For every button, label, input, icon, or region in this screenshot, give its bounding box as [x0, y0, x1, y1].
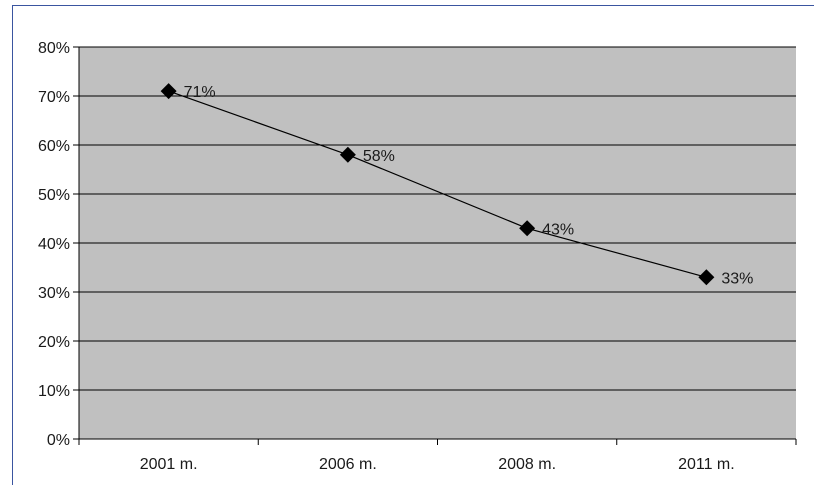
data-label: 33% [721, 270, 753, 287]
gridlines [79, 46, 796, 391]
data-point-diamond [160, 83, 177, 100]
data-point-diamond [519, 220, 536, 237]
data-label: 71% [184, 84, 216, 101]
y-axis-tick-label: 10% [38, 383, 70, 400]
chart-frame-left-border [12, 5, 13, 485]
y-axis-tick-label: 30% [38, 285, 70, 302]
data-labels: 71% 58% 43% 33% [184, 84, 754, 287]
y-axis-tick-label: 60% [38, 138, 70, 155]
y-axis-tick-label: 20% [38, 334, 70, 351]
data-label: 58% [363, 148, 395, 165]
chart-frame-top-border [12, 5, 814, 6]
y-axis-tick-label: 80% [38, 40, 70, 57]
y-axis-tick-labels: 0% 10% 20% 30% 40% 50% 60% 70% 80% [38, 40, 70, 449]
data-point-diamond [339, 146, 356, 163]
y-axis-tick-label: 0% [47, 432, 70, 449]
y-axis-tick-label: 70% [38, 89, 70, 106]
x-axis-tick-label: 2008 m. [498, 456, 556, 473]
data-point-diamond [698, 269, 715, 286]
y-axis-tick-label: 50% [38, 187, 70, 204]
series-layer [160, 83, 715, 286]
data-label: 43% [542, 221, 574, 238]
x-axis-tick-labels: 2001 m. 2006 m. 2008 m. 2011 m. [140, 456, 735, 473]
x-axis-tick-label: 2001 m. [140, 456, 198, 473]
x-axis-tick-label: 2006 m. [319, 456, 377, 473]
series-line [168, 90, 707, 278]
axes [73, 46, 797, 445]
y-axis-tick-label: 40% [38, 236, 70, 253]
x-axis-tick-label: 2011 m. [678, 456, 735, 473]
